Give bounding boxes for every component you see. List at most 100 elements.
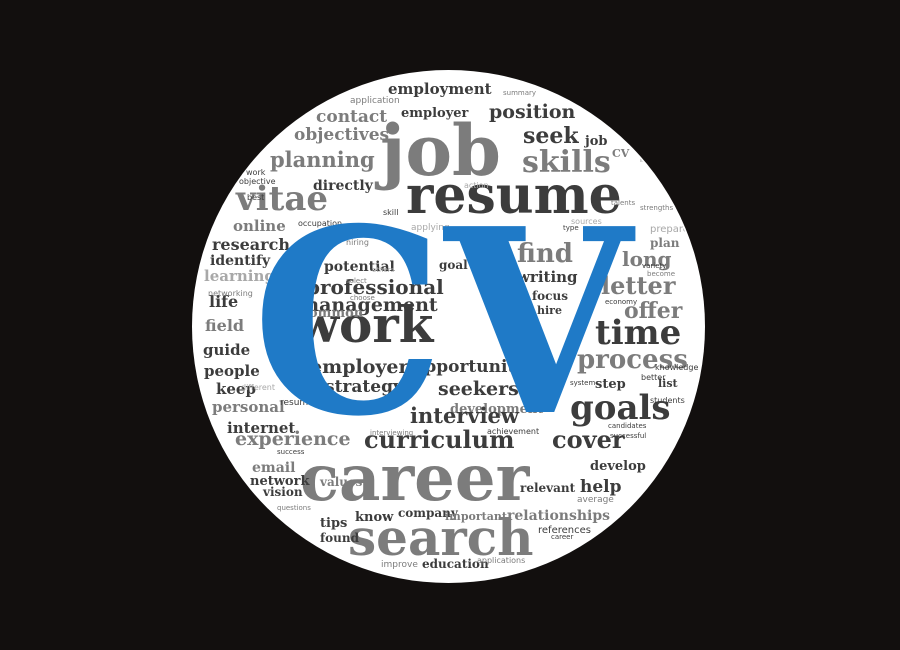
cloud-word: opportunity xyxy=(413,357,526,377)
cloud-word: prepare xyxy=(650,224,689,235)
cloud-word: work xyxy=(295,295,435,354)
cloud-word: know xyxy=(355,510,394,525)
cloud-word: cover xyxy=(552,425,625,454)
cloud-word: job xyxy=(584,134,607,149)
cloud-word: choose xyxy=(350,294,375,302)
cloud-word: successful xyxy=(610,432,646,440)
cloud-word: people xyxy=(204,362,260,380)
cloud-word: develop xyxy=(590,459,646,474)
cloud-word: important xyxy=(445,510,508,523)
cloud-word: contact xyxy=(316,107,387,127)
cloud-word: skill xyxy=(383,208,398,217)
cloud-word: career xyxy=(551,533,573,541)
cloud-word: seekers xyxy=(438,378,519,400)
cloud-word: relationships xyxy=(507,508,610,524)
cloud-word: learning xyxy=(204,267,275,285)
cloud-word: vision xyxy=(262,485,303,499)
cloud-word: candidates xyxy=(608,422,647,430)
cloud-word: process xyxy=(577,345,688,375)
cloud-word: technique xyxy=(345,401,380,409)
cloud-word: common xyxy=(301,306,364,321)
cloud-word: values xyxy=(319,475,363,489)
cloud-word: experience xyxy=(235,428,351,450)
cloud-word: position xyxy=(489,101,576,123)
cloud-word: help xyxy=(580,477,622,497)
cloud-word: guide xyxy=(203,341,250,359)
cloud-word: type xyxy=(563,224,579,232)
cloud-word: success xyxy=(277,448,305,456)
cloud-word: applications xyxy=(477,556,525,565)
cloud-word: employer xyxy=(401,106,469,121)
cloud-word: application xyxy=(350,96,400,106)
cloud-word: applying xyxy=(411,223,450,233)
cloud-word: letter xyxy=(601,271,676,300)
cloud-word: life xyxy=(209,292,238,311)
cloud-word: best xyxy=(247,193,264,202)
cloud-word: internet xyxy=(227,419,295,437)
cloud-word: network xyxy=(250,474,310,489)
cloud-word: step xyxy=(595,377,626,392)
cloud-word: resume xyxy=(406,165,622,226)
cloud-word: action xyxy=(464,181,489,190)
cloud-word: sources xyxy=(571,217,602,226)
cloud-word: planning xyxy=(270,147,375,172)
cloud-word: company xyxy=(398,506,459,520)
cloud-word: talents xyxy=(611,199,635,207)
cloud-word: resume xyxy=(280,398,314,408)
cloud-word: keep xyxy=(216,380,256,398)
cloud-word: online xyxy=(233,217,286,235)
cloud-word: summary xyxy=(503,89,536,97)
cloud-word: economy xyxy=(605,298,637,306)
cloud-word: strategy xyxy=(325,377,404,397)
cloud-word: offer xyxy=(624,298,683,324)
cloud-word: select xyxy=(346,277,367,285)
cloud-word: identify xyxy=(210,253,271,269)
cloud-word: seek xyxy=(523,123,579,149)
cloud-word: found xyxy=(320,531,360,545)
cloud-word: writing xyxy=(516,268,578,286)
cloud-word: better xyxy=(641,373,666,382)
cloud-word: job xyxy=(374,109,501,192)
cloud-word: focus xyxy=(532,289,568,303)
cloud-word: references xyxy=(538,525,591,536)
cloud-word: improve xyxy=(381,560,418,570)
cloud-word: hire xyxy=(537,304,562,317)
cv-focus-word: CV xyxy=(252,174,636,473)
cloud-word: skills xyxy=(522,145,611,180)
cloud-word: potential xyxy=(324,259,395,275)
cloud-word: objective xyxy=(239,177,276,186)
cloud-word: achievement xyxy=(487,427,539,436)
cloud-word: CV xyxy=(612,147,630,160)
cloud-word: interviewing xyxy=(370,429,413,437)
cloud-word: objectives xyxy=(294,125,389,145)
cloud-word: field xyxy=(205,316,244,335)
cloud-word: goal xyxy=(439,258,468,272)
cloud-word: system xyxy=(570,379,595,387)
cloud-word: career xyxy=(300,441,531,516)
cloud-word: time xyxy=(595,313,681,353)
cloud-word: professional xyxy=(306,275,444,299)
cloud-word: email xyxy=(252,460,295,476)
cloud-word: average xyxy=(577,495,614,505)
cloud-word: strengths xyxy=(640,204,673,212)
cloud-word: variety xyxy=(642,262,666,270)
cloud-word: interview xyxy=(410,403,520,428)
cloud-word: knowledge xyxy=(655,363,698,372)
cloud-word: long xyxy=(622,247,671,271)
cloud-word: list xyxy=(658,377,679,390)
cloud-word: hiring xyxy=(346,238,369,247)
cloud-word: employment xyxy=(388,80,492,98)
cloud-word: work xyxy=(246,168,266,177)
cloud-word: students xyxy=(650,396,685,405)
cloud-word: development xyxy=(450,402,543,417)
cloud-word: research xyxy=(212,235,290,254)
cloud-word: vitae xyxy=(235,179,328,219)
cloud-word: questions xyxy=(277,504,311,512)
cloud-word: tips xyxy=(320,516,347,531)
cloud-word: management xyxy=(299,294,438,316)
cloud-word: education xyxy=(422,557,489,571)
cloud-word: different xyxy=(241,383,275,392)
cloud-word: relevant xyxy=(520,481,576,495)
cloud-word: networking xyxy=(208,289,253,298)
